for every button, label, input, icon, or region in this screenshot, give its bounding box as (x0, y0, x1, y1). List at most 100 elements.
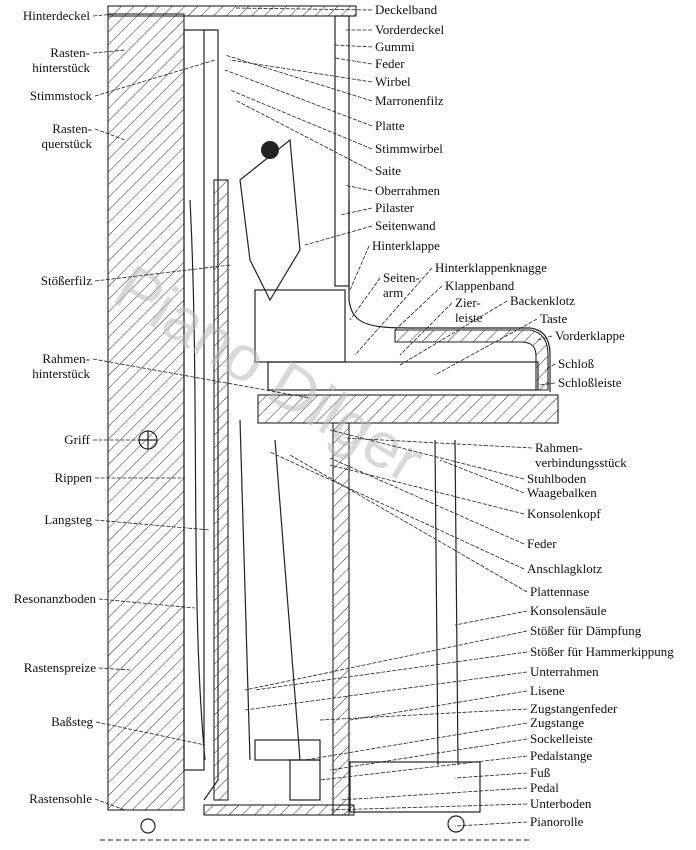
label-line: Stößer für Dämpfung (530, 623, 642, 638)
leader-line-schloß (544, 363, 556, 371)
label-line: Stößer für Hammerkippung (530, 644, 674, 659)
label-seiten-arm: Seiten-arm (383, 270, 420, 300)
leader-line-unterrahmen (244, 671, 528, 711)
label-line: Hinterdeckel (23, 8, 91, 23)
rear-caster (140, 818, 156, 834)
hammer-action (239, 138, 301, 302)
leader-line-feder (329, 457, 525, 545)
leader-line-taste (434, 318, 538, 376)
leader-line-stößer-für-hammerkippung (254, 651, 528, 691)
label-line: Feder (375, 56, 405, 71)
label-zier-leiste: Zier-leiste (455, 295, 483, 325)
label-line: Zier- (455, 295, 481, 310)
fallboard-back (348, 200, 551, 392)
action-frame (254, 289, 346, 363)
label-griff: Griff (64, 432, 90, 447)
top-lid (107, 5, 357, 17)
label-line: Rastenspreize (24, 660, 96, 675)
leader-line-konsolensäule (454, 610, 528, 626)
leader-line-pedalstange (319, 755, 528, 781)
label-rastensohle: Rastensohle (29, 791, 92, 806)
leader-line-resonanzboden (98, 598, 196, 609)
label-unterrahmen: Unterrahmen (530, 664, 599, 679)
label-line: Backenklotz (510, 293, 575, 308)
label-sockelleiste: Sockelleiste (530, 731, 593, 746)
leader-line-platte (224, 69, 373, 127)
leader-line-seitenwand (304, 225, 373, 246)
label-schloß: Schloß (558, 356, 595, 371)
label-baßsteg: Baßsteg (51, 714, 93, 729)
leader-line-feder (334, 57, 373, 65)
label-anschlagklotz: Anschlagklotz (527, 561, 602, 576)
leader-line-hinterdeckel (92, 13, 116, 17)
label-rahmen-hinterstück: Rahmen-hinterstück (32, 351, 90, 381)
label-vorderdeckel: Vorderdeckel (375, 22, 444, 37)
leader-line-vorderklappe (537, 335, 553, 341)
leader-line-anschlagklotz (269, 451, 525, 570)
label-line: Seiten- (383, 270, 420, 285)
back-post (107, 13, 185, 811)
leader-line-marronenfilz (224, 54, 373, 102)
label-waagebalken: Waagebalken (527, 485, 597, 500)
label-konsolensäule: Konsolensäule (530, 603, 607, 618)
label-line: Deckelband (375, 2, 438, 17)
leader-line-sockelleiste (329, 738, 528, 771)
label-stößerfilz: Stößerfilz (41, 273, 92, 288)
label-line: Gummi (375, 39, 415, 54)
label-line: hinterstück (32, 366, 90, 381)
leader-line-baßsteg (95, 721, 206, 746)
console-column-right (454, 439, 459, 766)
leader-line-pilaster (339, 207, 373, 216)
label-line: hinterstück (32, 60, 90, 75)
label-line: Marronenfilz (375, 93, 444, 108)
label-line: Schloß (558, 356, 595, 371)
leader-line-pedal (339, 787, 528, 801)
foot (349, 761, 481, 813)
leader-line-hinterklappenknagge (354, 267, 433, 356)
label-line: Saite (375, 163, 401, 178)
label-line: Sockelleiste (530, 731, 593, 746)
console-column-left (434, 439, 439, 766)
leader-line-schloßleiste (539, 382, 556, 386)
label-stößer-für-dämpfung: Stößer für Dämpfung (530, 623, 642, 638)
label-line: Baßsteg (51, 714, 93, 729)
label-line: Hinterklappenknagge (435, 260, 547, 275)
label-line: Oberrahmen (375, 183, 440, 198)
label-line: Vorderdeckel (375, 22, 444, 37)
pedal-rod (239, 419, 251, 761)
leader-line-stößerfilz (94, 264, 231, 282)
leader-line-gummi (334, 44, 373, 48)
label-saite: Saite (375, 163, 401, 178)
label-unterboden: Unterboden (530, 796, 592, 811)
label-pedalstange: Pedalstange (530, 748, 592, 763)
label-hinterklappe: Hinterklappe (372, 238, 440, 253)
caster-wheel (447, 815, 465, 833)
label-lisene: Lisene (530, 683, 565, 698)
label-langsteg: Langsteg (44, 512, 92, 527)
label-line: Plattennase (530, 584, 589, 599)
label-pedal: Pedal (530, 780, 559, 795)
leader-line-stößer-für-dämpfung (244, 630, 528, 691)
label-line: Zugstange (530, 715, 584, 730)
label-line: Pilaster (375, 200, 415, 215)
label-klappenband: Klappenband (445, 278, 515, 293)
label-taste: Taste (540, 311, 567, 326)
label-pilaster: Pilaster (375, 200, 415, 215)
label-feder: Feder (527, 536, 557, 551)
label-line: Stimmstock (30, 88, 93, 103)
leader-line-plattennase (289, 454, 528, 593)
label-line: Hinterklappe (372, 238, 440, 253)
label-rahmen-verbindungsstück: Rahmen-verbindungsstück (535, 440, 627, 470)
label-pianorolle: Pianorolle (530, 814, 584, 829)
label-line: Resonanzboden (14, 591, 97, 606)
leader-line-rastenspreize (98, 667, 131, 671)
leader-line-zier-leiste (399, 302, 453, 356)
label-schloßleiste: Schloßleiste (558, 375, 622, 390)
key (267, 361, 539, 391)
label-line: Taste (540, 311, 567, 326)
label-platte: Platte (375, 118, 405, 133)
label-line: Stimmwirbel (375, 141, 443, 156)
label-line: Langsteg (44, 512, 92, 527)
leader-line-lisene (349, 690, 528, 721)
